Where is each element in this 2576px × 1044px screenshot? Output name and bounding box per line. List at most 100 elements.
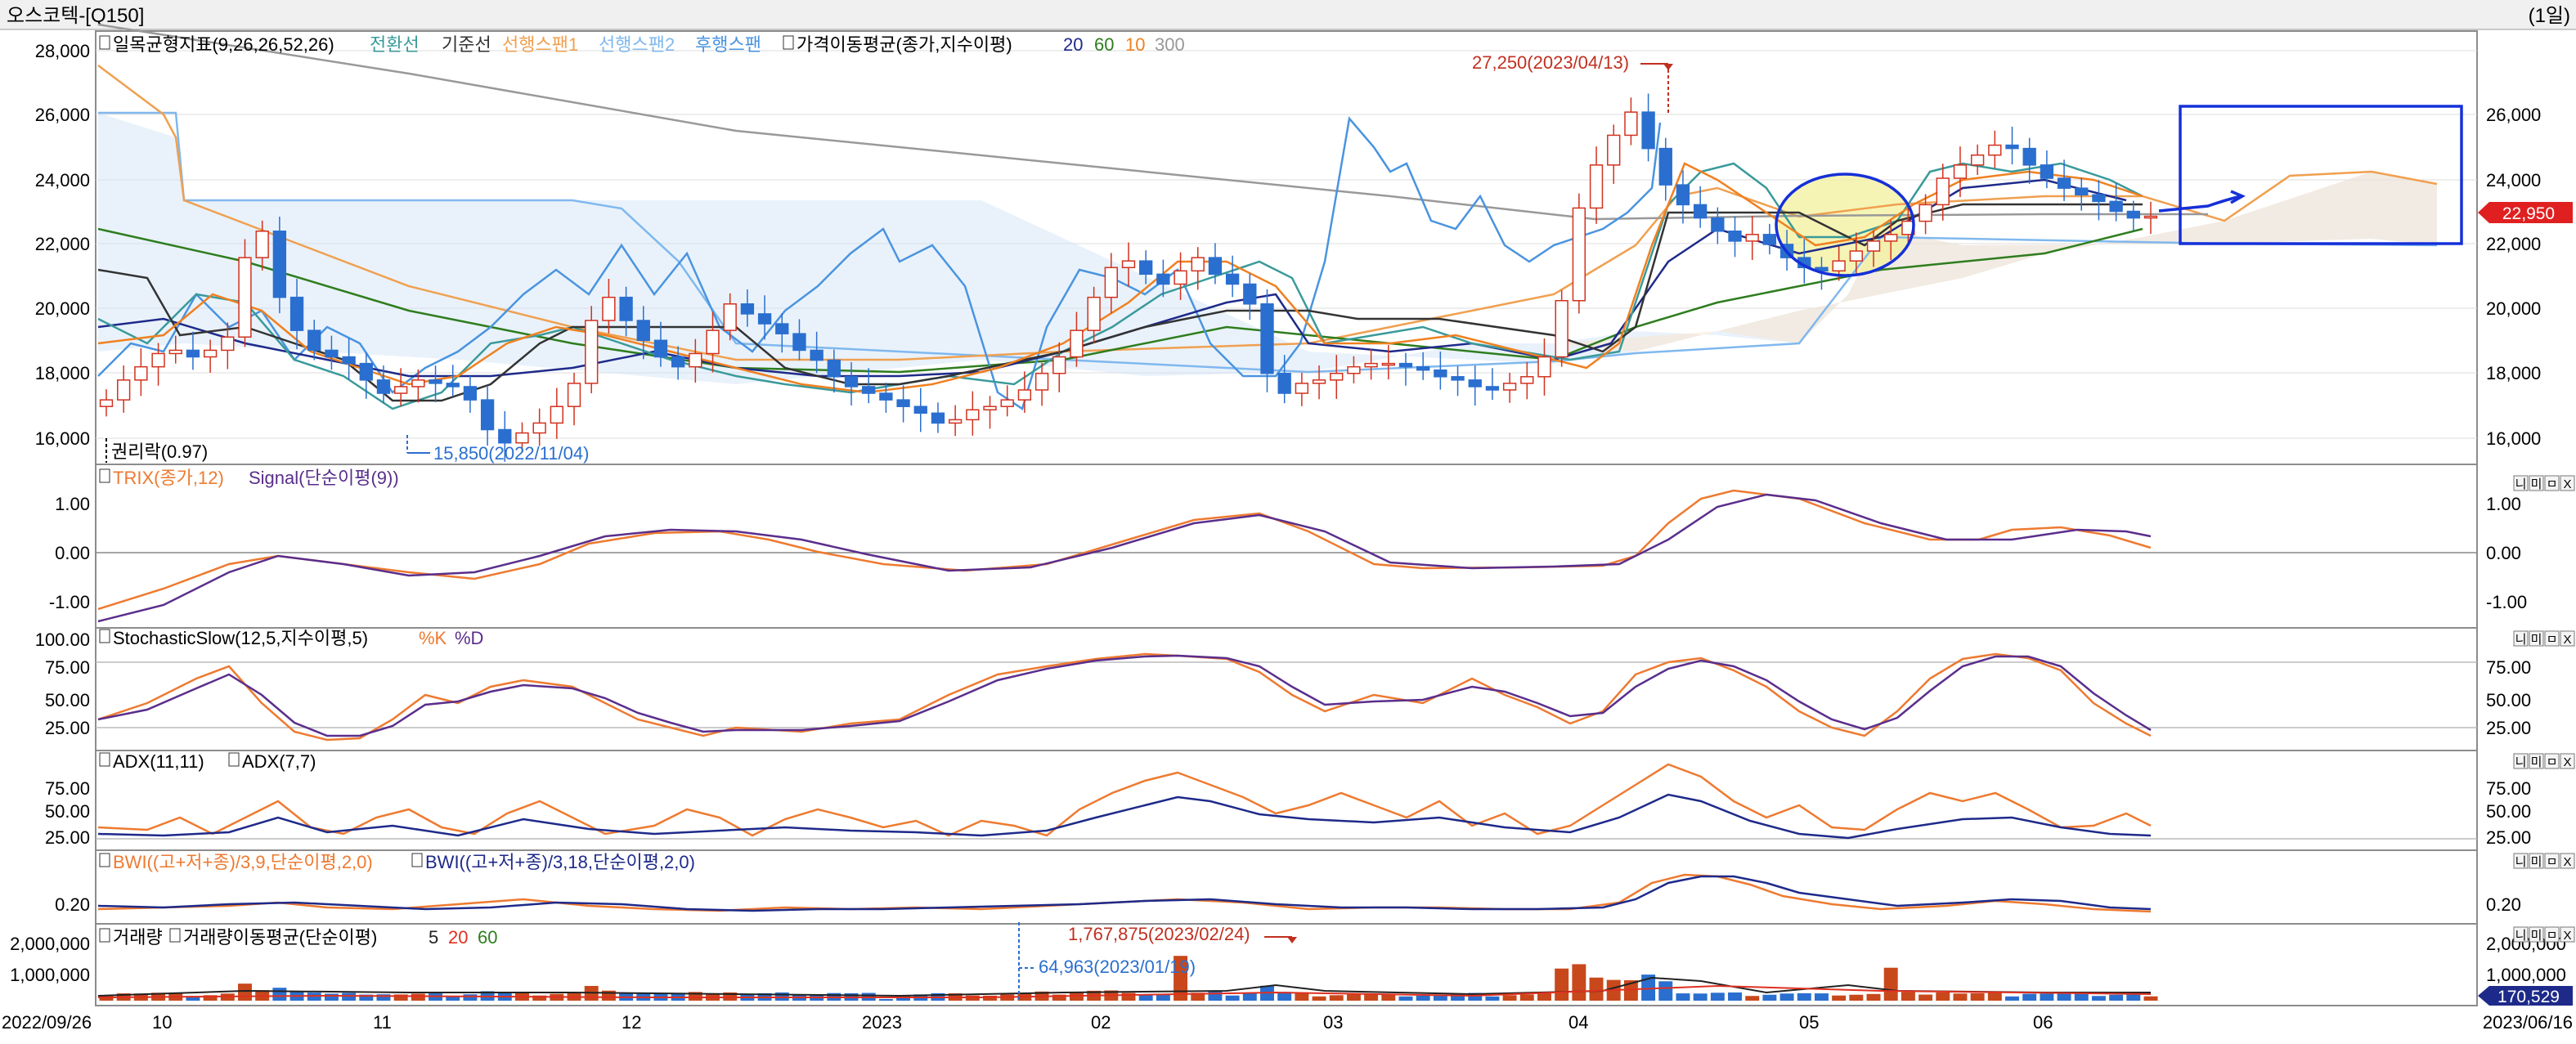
candle: [827, 359, 841, 378]
trix-signal-line: [97, 493, 2152, 623]
panel-button[interactable]: [2544, 475, 2560, 491]
candle: [757, 313, 772, 325]
candle: [1936, 177, 1950, 206]
volume-bar: [1398, 996, 1413, 1001]
x-tick: 2023: [862, 1012, 902, 1033]
legend-volume-ma20: 20: [448, 927, 468, 948]
panel-button[interactable]: [2544, 753, 2560, 769]
panel-button[interactable]: [2560, 630, 2575, 647]
y-tick-right: 24,000: [2486, 170, 2541, 190]
candle: [671, 356, 685, 368]
adx-11-line: [97, 793, 2152, 840]
panel-button-label: ㅁ: [2547, 929, 2558, 943]
panel-button[interactable]: [2513, 753, 2529, 769]
high-annotation: 27,250(2023/04/13): [1472, 52, 1629, 73]
x-tick: 10: [152, 1012, 172, 1033]
panel-button-label: 미: [2531, 855, 2542, 869]
y-tick-right: -1.00: [2486, 592, 2527, 612]
legend-ma300: 300: [1155, 34, 1185, 55]
x-tick: 05: [1799, 1012, 1819, 1033]
y-tick-right: 75.00: [2486, 778, 2531, 799]
volume-bar: [1745, 996, 1760, 1001]
candle: [117, 379, 131, 401]
volume-bar: [2109, 994, 2124, 1001]
panel-button[interactable]: [2544, 853, 2560, 869]
candle: [446, 383, 460, 388]
panel-button[interactable]: [2544, 926, 2560, 943]
volume-bar: [1312, 996, 1326, 1001]
volume-bar: [1138, 995, 1153, 1001]
candle: [289, 296, 304, 331]
panel-button[interactable]: [2529, 475, 2544, 491]
x-tick: 2023/06/16: [2483, 1012, 2573, 1033]
panel-button[interactable]: [2560, 475, 2575, 491]
panel-button[interactable]: [2529, 630, 2544, 647]
volume-bar: [1987, 992, 2002, 1001]
volume-bar: [1797, 992, 1811, 1001]
y-tick: 25.00: [45, 827, 90, 848]
candle: [1849, 250, 1863, 262]
ma300-line: [97, 23, 2208, 221]
candle: [1555, 299, 1568, 358]
candle: [221, 336, 235, 352]
candle: [1017, 389, 1032, 401]
volume-bar: [2126, 994, 2141, 1001]
candle: [532, 422, 546, 434]
x-tick: 02: [1091, 1012, 1111, 1033]
volume-bar: [1416, 995, 1430, 1001]
ma10-line: [97, 162, 2143, 394]
panel-button[interactable]: [2560, 753, 2575, 769]
candle: [238, 257, 252, 338]
candle: [2126, 210, 2140, 219]
candle: [913, 406, 927, 414]
y-tick: 0.20: [55, 894, 90, 915]
panel-button-label: 니: [2515, 477, 2527, 491]
panel-button[interactable]: [2529, 853, 2544, 869]
y-tick-right: 0.20: [2486, 894, 2521, 915]
candle: [1988, 144, 2002, 156]
volume-bar: [1537, 992, 1551, 1001]
legend-adx-b: ADX(7,7): [242, 751, 316, 772]
candle: [498, 428, 512, 444]
candle: [359, 362, 373, 381]
legend-trix: TRIX(종가,12): [113, 468, 224, 488]
candle: [1641, 111, 1655, 150]
panel-button[interactable]: [2513, 926, 2529, 943]
panel-button[interactable]: [2513, 475, 2529, 491]
volume-bar: [393, 994, 408, 1001]
panel-button[interactable]: [2560, 926, 2575, 943]
main-yaxis-right: 26,000 24,000 22,000 20,000 18,000 16,00…: [2486, 105, 2541, 449]
y-tick: 2,000,000: [10, 934, 90, 954]
panel-button[interactable]: [2544, 630, 2560, 647]
panel-button[interactable]: [2513, 853, 2529, 869]
candle: [411, 379, 425, 388]
y-tick-right: 75.00: [2486, 657, 2531, 678]
main-legend: 일목균형지표(9,26,26,52,26) 전환선 기준선 선행스팬1 선행스팬…: [99, 34, 1185, 55]
legend-stoch-d: %D: [455, 628, 483, 648]
candle: [2075, 187, 2089, 196]
legend-volume: 거래량: [113, 927, 163, 948]
x-axis: 2022/09/26 10 11 12 2023 02 03 04 05 06 …: [2, 1012, 2573, 1033]
y-tick-right: 25.00: [2486, 718, 2531, 738]
title-bar: [0, 0, 2576, 29]
legend-volume-ma: 거래량이동평균(단순이평): [183, 927, 377, 948]
stoch-d-line: [97, 654, 2152, 737]
volume-bar: [1866, 993, 1881, 1001]
y-tick-right: 1,000,000: [2486, 965, 2566, 985]
x-tick: 11: [373, 1012, 392, 1033]
panel-button[interactable]: [2560, 853, 2575, 869]
candle: [1174, 270, 1187, 285]
volume-bar: [272, 988, 287, 1001]
volume-bar: [376, 994, 391, 1001]
y-tick: 22,000: [35, 234, 90, 254]
trix-legend: TRIX(종가,12) Signal(단순이평(9)): [99, 468, 399, 488]
panel-button[interactable]: [2529, 926, 2544, 943]
volume-bar: [446, 996, 460, 1001]
user-drawings: [1775, 105, 2463, 277]
y-tick: 0.00: [55, 543, 90, 563]
volume-bar: [878, 998, 893, 1001]
panel-button[interactable]: [2513, 630, 2529, 647]
candle: [1468, 379, 1482, 388]
panel-button[interactable]: [2529, 753, 2544, 769]
